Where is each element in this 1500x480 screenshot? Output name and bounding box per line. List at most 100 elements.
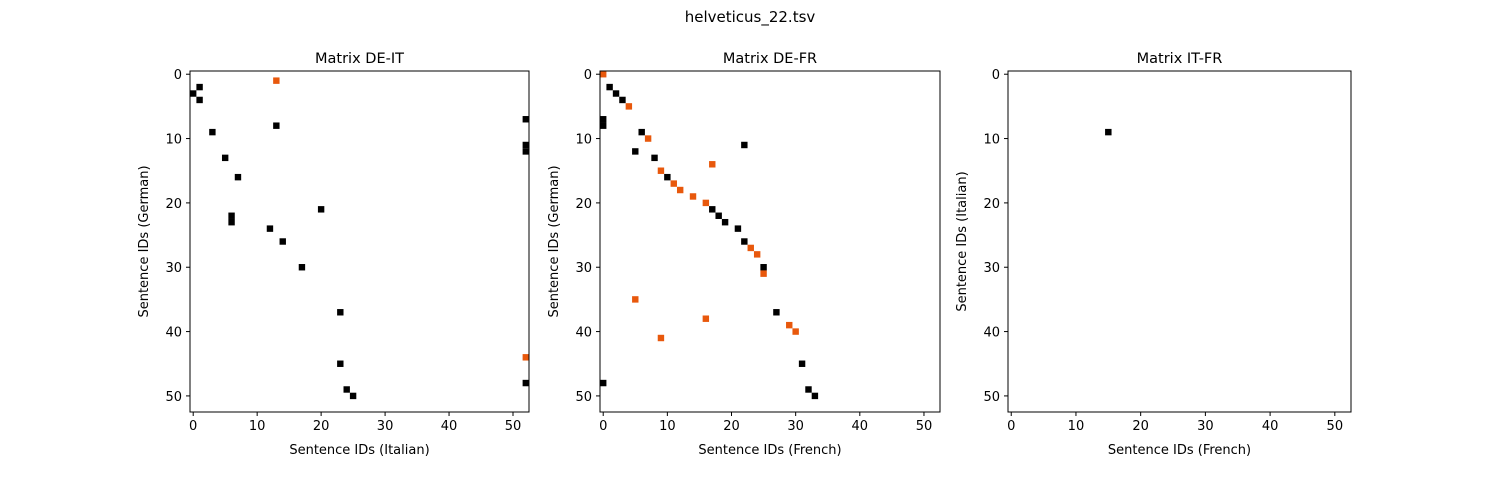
- y-tick-label: 10: [575, 133, 592, 148]
- cell-black: [741, 141, 748, 149]
- x-tick-label: 40: [1262, 419, 1279, 434]
- cell-black: [805, 386, 812, 393]
- cell-black: [337, 360, 344, 367]
- cell-orange: [676, 186, 684, 194]
- cell-black: [522, 379, 529, 387]
- cell-black: [600, 122, 607, 129]
- y-tick-label: 20: [165, 197, 182, 212]
- cell-black: [811, 392, 819, 400]
- cell-orange: [702, 315, 710, 322]
- cell-orange: [670, 180, 677, 187]
- chart-title: Matrix DE-FR: [723, 51, 817, 67]
- cell-orange: [747, 244, 754, 252]
- plot-area: [190, 71, 529, 412]
- cell-orange: [625, 103, 633, 110]
- cell-orange: [709, 161, 716, 168]
- cell-black: [612, 90, 620, 97]
- cell-black: [632, 148, 639, 155]
- cell-black: [638, 128, 645, 136]
- y-tick-label: 40: [165, 326, 182, 341]
- x-tick-label: 50: [505, 419, 522, 434]
- cell-orange: [760, 270, 767, 277]
- x-tick-label: 40: [441, 419, 458, 434]
- x-tick-label: 10: [249, 419, 266, 434]
- x-tick-label: 20: [723, 419, 740, 434]
- chart-panel-3: 0 10 20 30 40 50 0 10 20 30 40 50 Matrix IT-FR Senten…: [955, 51, 1352, 458]
- figure-title: helveticus_22.tsv: [685, 8, 816, 27]
- cell-black: [317, 206, 325, 213]
- cell-orange: [702, 199, 710, 207]
- chart-panel-1: 0 10 20 30 40 50 0 10 20 30 40 50 Matrix DE-IT Senten…: [137, 51, 530, 458]
- x-tick-label: 20: [1132, 419, 1149, 434]
- y-axis-label: Sentence IDs (German): [137, 165, 152, 317]
- cell-black: [196, 96, 203, 104]
- cell-black: [664, 173, 671, 181]
- cell-black: [619, 96, 626, 104]
- cell-black: [709, 206, 716, 213]
- cell-orange: [600, 71, 607, 78]
- y-tick-label: 10: [165, 133, 182, 148]
- cell-black: [279, 238, 286, 245]
- y-tick-label: 20: [575, 197, 592, 212]
- axes-frame: [1007, 70, 1352, 413]
- cell-black: [773, 309, 780, 316]
- x-axis-label: Sentence IDs (French): [1108, 443, 1251, 458]
- cell-orange: [644, 135, 652, 142]
- cell-black: [273, 122, 280, 129]
- y-tick-label: 50: [165, 390, 182, 405]
- cell-black: [298, 264, 306, 271]
- y-tick-label: 30: [575, 261, 592, 276]
- x-tick-label: 0: [189, 419, 197, 434]
- x-axis-label: Sentence IDs (French): [698, 443, 841, 458]
- y-tick-label: 0: [992, 68, 1000, 83]
- x-tick-label: 30: [377, 419, 394, 434]
- cell-black: [266, 225, 274, 232]
- cell-black: [600, 379, 607, 387]
- chart-title: Matrix DE-IT: [315, 51, 404, 67]
- cell-black: [741, 238, 748, 245]
- y-tick-label: 0: [174, 68, 182, 83]
- x-tick-label: 50: [1327, 419, 1344, 434]
- y-tick-label: 40: [575, 326, 592, 341]
- cell-black: [228, 218, 235, 226]
- cell-black: [522, 116, 529, 123]
- y-tick-label: 50: [983, 390, 1000, 405]
- y-tick-label: 30: [983, 261, 1000, 276]
- y-axis-label: Sentence IDs (Italian): [955, 171, 970, 311]
- cell-black: [228, 212, 235, 219]
- cell-orange: [522, 354, 529, 361]
- cell-orange: [753, 251, 761, 258]
- cell-orange: [792, 328, 799, 335]
- axes-frame: [189, 70, 530, 413]
- y-axis-label: Sentence IDs (German): [547, 165, 562, 317]
- cell-black: [221, 154, 229, 162]
- x-axis-label: Sentence IDs (Italian): [289, 443, 429, 458]
- y-tick-label: 50: [575, 390, 592, 405]
- cell-orange: [657, 334, 665, 342]
- cell-black: [234, 173, 242, 181]
- x-tick-label: 20: [313, 419, 330, 434]
- chart-title: Matrix IT-FR: [1137, 51, 1223, 67]
- cell-black: [760, 264, 767, 271]
- cell-black: [1105, 128, 1112, 136]
- x-tick-label: 30: [1197, 419, 1214, 434]
- cell-black: [798, 360, 806, 367]
- plot-area: [600, 71, 940, 412]
- cell-black: [734, 225, 742, 232]
- y-tick-label: 0: [584, 68, 592, 83]
- cell-black: [196, 83, 203, 91]
- y-tick-label: 20: [983, 197, 1000, 212]
- cell-black: [606, 83, 613, 91]
- plot-area: [1008, 71, 1351, 412]
- cell-black: [651, 154, 658, 162]
- cell-orange: [786, 321, 793, 329]
- x-tick-label: 0: [1007, 419, 1015, 434]
- panels: 0 10 20 30 40 50 0 10 20 30 40 50 Matrix DE-IT Senten…: [137, 51, 1352, 458]
- y-tick-label: 30: [165, 261, 182, 276]
- cell-black: [209, 128, 216, 136]
- chart-panel-2: 0 10 20 30 40 50 0 10 20 30 40 50 Matrix DE-FR Senten…: [547, 51, 941, 458]
- cell-black: [522, 148, 529, 155]
- y-tick-label: 40: [983, 326, 1000, 341]
- y-tick-label: 10: [983, 133, 1000, 148]
